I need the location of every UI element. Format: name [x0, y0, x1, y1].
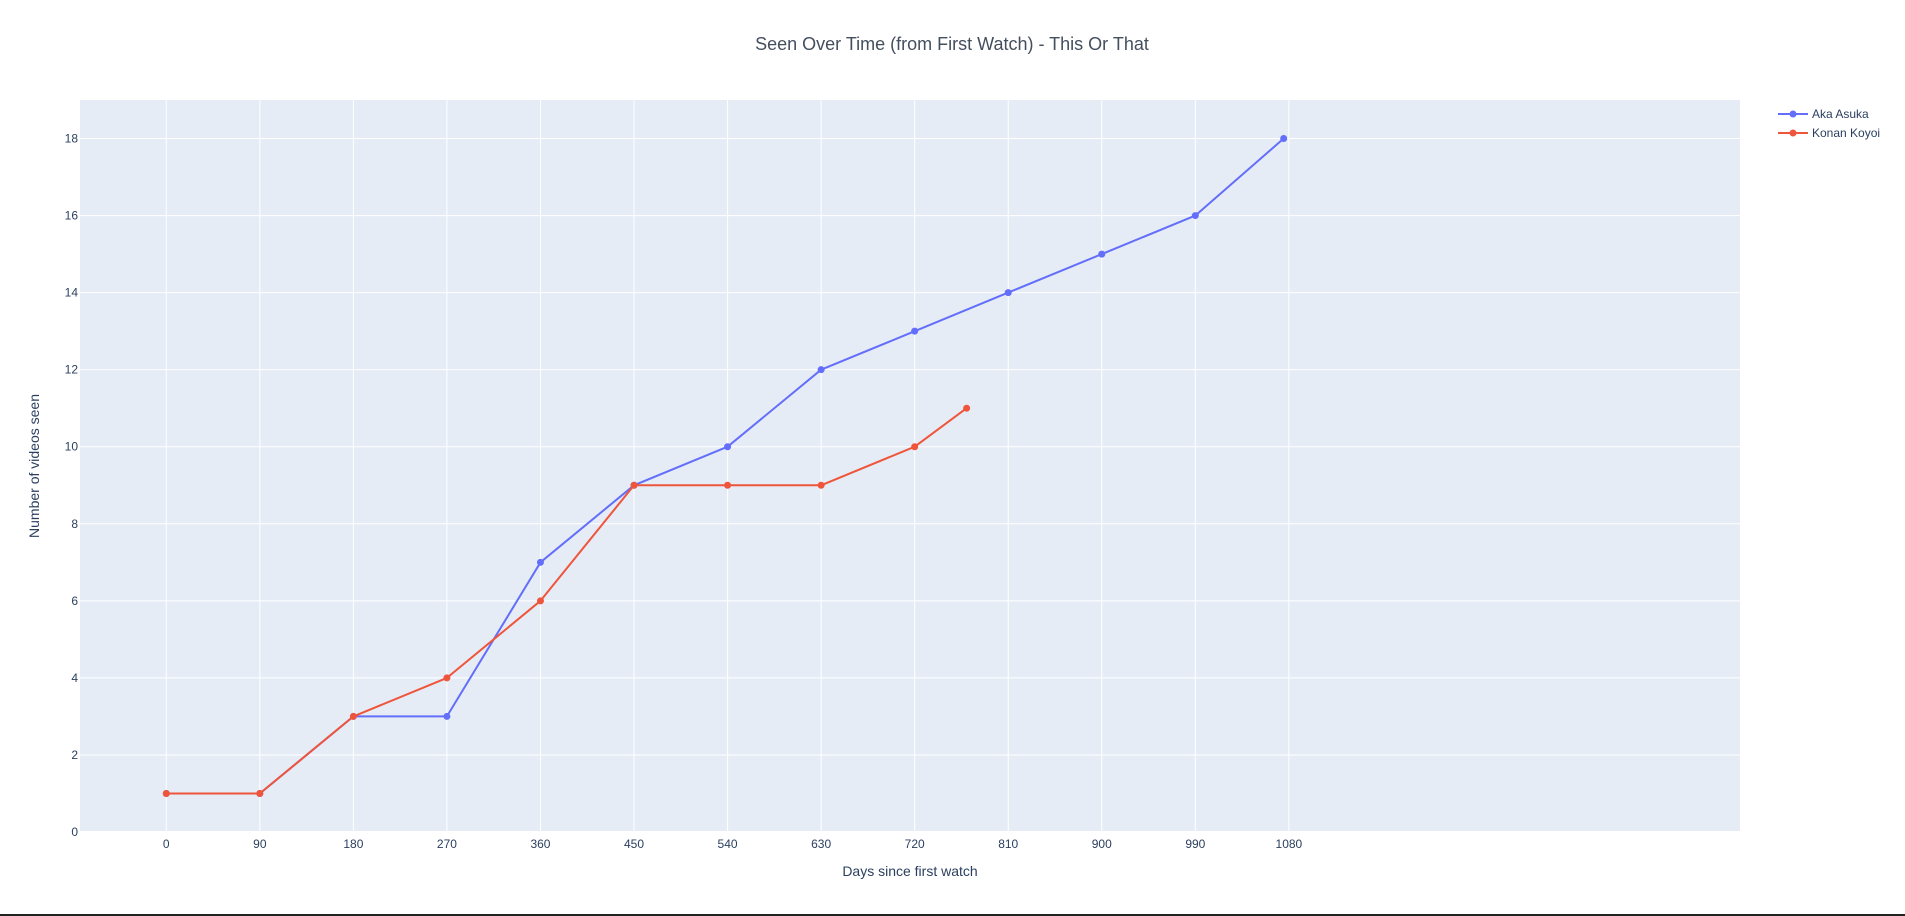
data-point[interactable] [1004, 289, 1012, 297]
data-point[interactable] [349, 712, 357, 720]
legend-marker-icon [1789, 129, 1797, 137]
data-point[interactable] [162, 789, 170, 797]
data-point[interactable] [817, 481, 825, 489]
y-axis-title: Number of videos seen [26, 394, 42, 538]
data-point[interactable] [817, 366, 825, 374]
legend-item[interactable]: Konan Koyoi [1778, 126, 1880, 140]
legend-label: Konan Koyoi [1812, 126, 1880, 140]
data-point[interactable] [911, 327, 919, 335]
legend-item[interactable]: Aka Asuka [1778, 107, 1869, 121]
y-tick-label: 2 [71, 748, 78, 762]
series-konan-koyoi[interactable] [162, 404, 971, 797]
bottom-border [0, 914, 1905, 916]
y-tick-label: 10 [65, 440, 79, 454]
data-point[interactable] [1280, 135, 1288, 143]
x-tick-label: 0 [163, 837, 170, 851]
series-line [166, 407, 968, 795]
data-point[interactable] [1098, 250, 1106, 258]
data-point[interactable] [630, 481, 638, 489]
data-point[interactable] [724, 481, 732, 489]
y-tick-label: 0 [71, 825, 78, 839]
y-tick-labels: 0 2 4 6 8 10 12 14 16 18 [65, 132, 79, 839]
data-point[interactable] [1191, 212, 1199, 220]
x-tick-label: 270 [437, 837, 457, 851]
y-tick-label: 8 [71, 517, 78, 531]
plot-area [80, 100, 1740, 832]
x-tick-label: 450 [624, 837, 644, 851]
x-tick-label: 720 [905, 837, 925, 851]
series-layer [162, 135, 1288, 797]
data-point[interactable] [256, 789, 264, 797]
data-point[interactable] [536, 558, 544, 566]
x-tick-label: 180 [343, 837, 363, 851]
x-tick-label: 1080 [1276, 837, 1303, 851]
data-point[interactable] [443, 674, 451, 682]
y-tick-label: 6 [71, 594, 78, 608]
y-tick-label: 18 [65, 132, 79, 146]
chart-title: Seen Over Time (from First Watch) - This… [755, 34, 1149, 54]
x-tick-label: 810 [998, 837, 1018, 851]
x-tick-label: 990 [1185, 837, 1205, 851]
x-gridlines [165, 100, 1290, 832]
x-tick-label: 360 [530, 837, 550, 851]
data-point[interactable] [443, 712, 451, 720]
y-tick-label: 12 [65, 363, 79, 377]
legend-marker-icon [1789, 110, 1797, 118]
y-tick-label: 4 [71, 671, 78, 685]
x-tick-labels: 0 90 180 270 360 450 540 630 720 810 900 990 1080 [163, 837, 1303, 851]
legend[interactable]: Aka Asuka Konan Koyoi [1778, 107, 1880, 140]
data-point[interactable] [724, 443, 732, 451]
data-point[interactable] [911, 443, 919, 451]
x-tick-label: 540 [718, 837, 738, 851]
x-axis-title: Days since first watch [842, 863, 977, 879]
data-point[interactable] [963, 404, 971, 412]
data-point[interactable] [536, 597, 544, 605]
y-tick-label: 16 [65, 209, 79, 223]
y-gridlines [80, 138, 1740, 833]
y-tick-label: 14 [65, 286, 79, 300]
x-tick-label: 630 [811, 837, 831, 851]
x-tick-label: 90 [253, 837, 267, 851]
x-tick-label: 900 [1092, 837, 1112, 851]
legend-label: Aka Asuka [1812, 107, 1869, 121]
